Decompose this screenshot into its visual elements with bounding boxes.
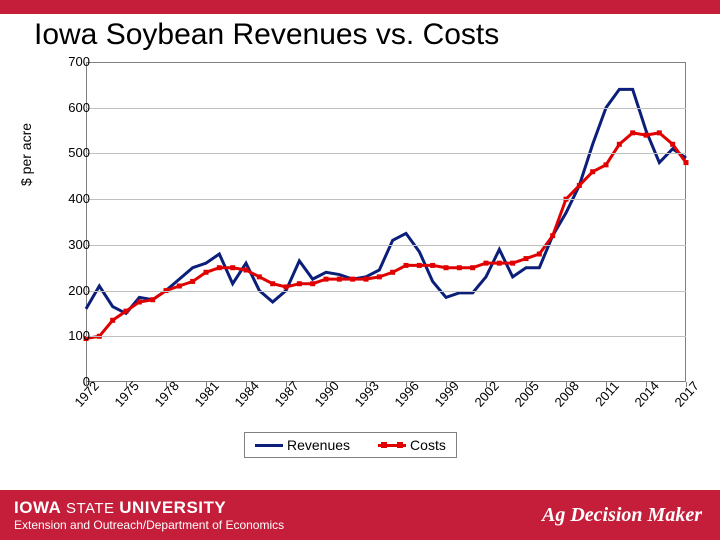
legend-label-costs: Costs	[410, 437, 446, 453]
series-line	[86, 89, 686, 313]
page-title: Iowa Soybean Revenues vs. Costs	[0, 14, 720, 52]
legend-swatch-costs	[378, 444, 406, 447]
series-marker	[350, 277, 355, 282]
series-marker	[110, 318, 115, 323]
series-marker	[137, 300, 142, 305]
x-tick-label: 2005	[504, 378, 542, 418]
x-tick-label: 2002	[464, 378, 502, 418]
series-marker	[404, 263, 409, 268]
x-tick-label: 1987	[264, 378, 302, 418]
series-marker	[577, 183, 582, 188]
series-marker	[364, 277, 369, 282]
series-marker	[244, 268, 249, 273]
series-marker	[617, 142, 622, 147]
legend-item-costs: Costs	[378, 437, 446, 453]
series-marker	[657, 130, 662, 135]
y-tick-label: 600	[50, 100, 90, 115]
brand-name: Ag Decision Maker	[542, 504, 702, 527]
y-tick-label: 700	[50, 54, 90, 69]
series-marker	[257, 274, 262, 279]
series-marker	[630, 130, 635, 135]
series-marker	[337, 277, 342, 282]
series-marker	[537, 252, 542, 257]
gridline	[86, 336, 686, 337]
series-marker	[604, 162, 609, 167]
x-tick-label: 1999	[424, 378, 462, 418]
university-name: IOWA STATE UNIVERSITY	[14, 499, 284, 516]
series-marker	[510, 261, 515, 266]
header-accent-bar	[0, 0, 720, 14]
series-marker	[670, 142, 675, 147]
gridline	[86, 108, 686, 109]
series-marker	[124, 309, 129, 314]
legend: Revenues Costs	[244, 432, 457, 458]
y-tick-label: 200	[50, 283, 90, 298]
x-tick-label: 2011	[584, 378, 622, 418]
series-marker	[644, 133, 649, 138]
uni-iowa: IOWA	[14, 498, 66, 517]
gridline	[86, 245, 686, 246]
x-tick-label: 1975	[104, 378, 142, 418]
series-line	[86, 133, 686, 339]
y-axis-label: $ per acre	[18, 123, 34, 186]
series-marker	[204, 270, 209, 275]
series-marker	[270, 281, 275, 286]
series-marker	[417, 263, 422, 268]
x-tick-label: 1981	[184, 378, 222, 418]
series-marker	[190, 279, 195, 284]
series-marker	[684, 160, 689, 165]
legend-label-revenues: Revenues	[287, 437, 350, 453]
series-marker	[550, 233, 555, 238]
gridline	[86, 291, 686, 292]
series-marker	[524, 256, 529, 261]
y-tick-label: 400	[50, 191, 90, 206]
series-marker	[390, 270, 395, 275]
x-tick-label: 2017	[664, 378, 702, 418]
series-marker	[324, 277, 329, 282]
series-marker	[150, 297, 155, 302]
chart-lines	[86, 62, 686, 382]
series-marker	[217, 265, 222, 270]
series-marker	[297, 281, 302, 286]
series-marker	[484, 261, 489, 266]
y-tick-label: 300	[50, 237, 90, 252]
x-tick-label: 1978	[144, 378, 182, 418]
series-marker	[444, 265, 449, 270]
gridline	[86, 153, 686, 154]
series-marker	[470, 265, 475, 270]
chart-container: $ per acre Revenues Costs 01002003004005…	[26, 56, 696, 461]
x-tick-label: 1993	[344, 378, 382, 418]
series-marker	[497, 261, 502, 266]
uni-state: STATE	[66, 500, 119, 517]
series-marker	[377, 274, 382, 279]
x-tick-label: 1984	[224, 378, 262, 418]
y-tick-label: 500	[50, 145, 90, 160]
y-tick-label: 100	[50, 328, 90, 343]
legend-swatch-revenues	[255, 444, 283, 447]
x-tick-label: 1996	[384, 378, 422, 418]
series-marker	[457, 265, 462, 270]
series-marker	[590, 169, 595, 174]
series-marker	[230, 265, 235, 270]
series-marker	[430, 263, 435, 268]
uni-univ: UNIVERSITY	[119, 498, 226, 517]
footer-bar: IOWA STATE UNIVERSITY Extension and Outr…	[0, 490, 720, 540]
university-dept: Extension and Outreach/Department of Eco…	[14, 519, 284, 531]
series-marker	[177, 284, 182, 289]
university-block: IOWA STATE UNIVERSITY Extension and Outr…	[14, 499, 284, 531]
x-tick-label: 1990	[304, 378, 342, 418]
gridline	[86, 199, 686, 200]
legend-item-revenues: Revenues	[255, 437, 350, 453]
series-marker	[284, 284, 289, 289]
x-tick-label: 2014	[624, 378, 662, 418]
x-tick-label: 2008	[544, 378, 582, 418]
series-marker	[310, 281, 315, 286]
